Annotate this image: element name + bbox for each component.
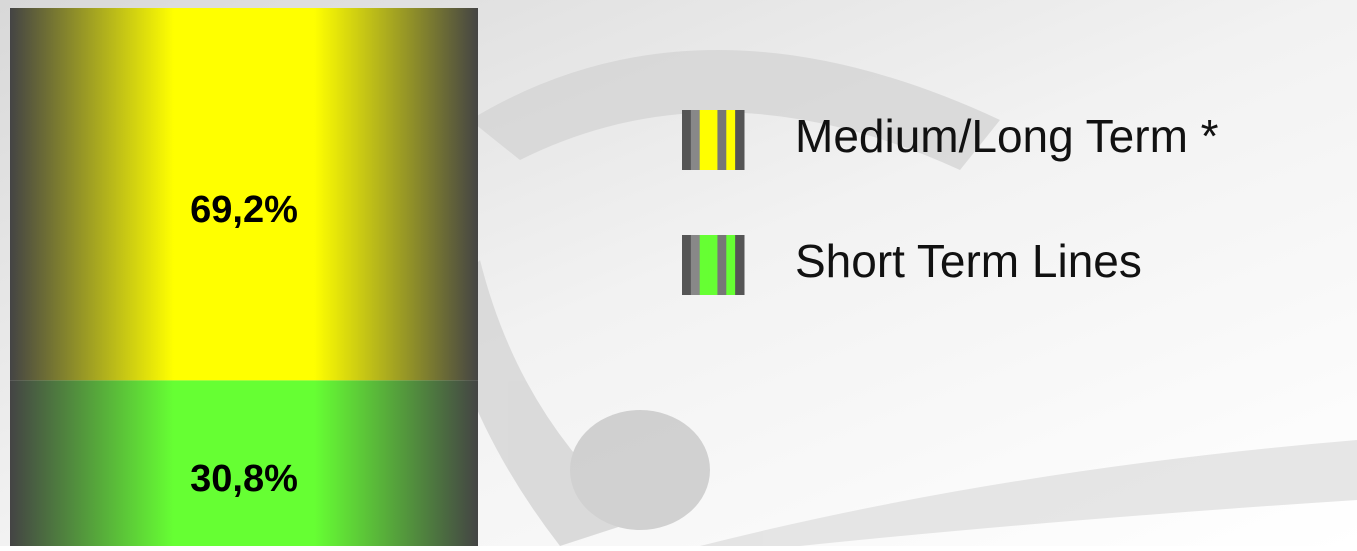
legend-swatch (699, 235, 710, 295)
legend-swatch (735, 110, 745, 170)
legend-swatch (717, 110, 727, 170)
legend-label: Medium/Long Term * (795, 110, 1219, 162)
legend-swatch (726, 110, 736, 170)
legend-swatch (690, 235, 701, 295)
legend-swatch (682, 110, 692, 170)
legend-swatch (699, 110, 710, 170)
legend-label: Short Term Lines (795, 235, 1142, 287)
bar-segment (10, 8, 478, 381)
data-label: 69,2% (190, 189, 298, 231)
legend-swatch (726, 235, 736, 295)
legend-swatch (717, 235, 727, 295)
data-label: 30,8% (190, 458, 298, 500)
legend-swatch (735, 235, 745, 295)
legend-swatch (690, 110, 701, 170)
legend-swatch (708, 110, 718, 170)
legend-swatch (682, 235, 692, 295)
bar-segment (10, 380, 478, 546)
legend-swatch (708, 235, 718, 295)
